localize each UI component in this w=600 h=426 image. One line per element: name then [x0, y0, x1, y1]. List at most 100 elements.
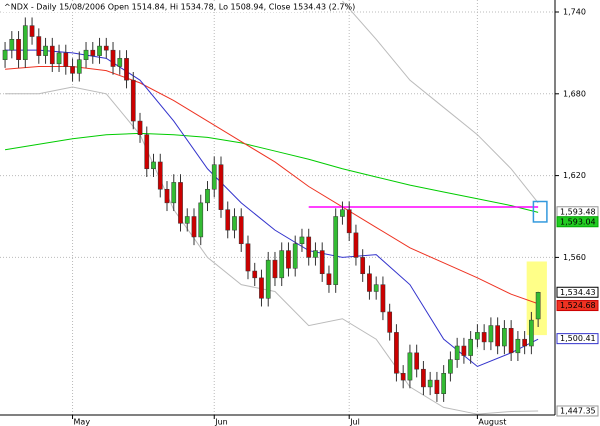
- candle-body: [481, 332, 487, 343]
- candle-body: [475, 332, 480, 340]
- moving-average: [5, 49, 539, 368]
- candle-body: [29, 25, 35, 37]
- price-label: 1,447.35: [560, 406, 596, 415]
- candle-body: [252, 270, 258, 279]
- price-label-box: [556, 333, 599, 345]
- candle-body: [2, 49, 8, 60]
- candle-body: [306, 236, 312, 258]
- candle-body: [63, 52, 69, 67]
- price-label: 1,593.04: [560, 217, 596, 226]
- price-label-box: [556, 300, 599, 312]
- candle-body: [502, 328, 507, 347]
- candle-body: [56, 52, 62, 65]
- candle-body: [171, 182, 177, 204]
- candle-body: [360, 257, 366, 275]
- moving-average: [5, 66, 539, 305]
- candle-body: [211, 164, 217, 190]
- chart-title: ^NDX - Daily 15/08/2006 Open 1514.84, Hi…: [4, 3, 355, 12]
- candle-body: [70, 66, 75, 74]
- candle-body: [346, 209, 352, 234]
- candle-body: [198, 202, 204, 238]
- candle-body: [529, 319, 534, 347]
- candle-body: [36, 36, 42, 56]
- candle-body: [313, 250, 318, 258]
- candle-body: [76, 59, 82, 74]
- candle-body: [407, 352, 413, 381]
- candle-body: [137, 120, 143, 135]
- candle-body: [434, 379, 440, 394]
- candle-body: [319, 250, 325, 275]
- price-label: 1,534.43: [560, 288, 596, 297]
- candle-body: [184, 216, 190, 224]
- candle-body: [353, 232, 359, 258]
- candle-body: [292, 243, 298, 269]
- price-label: 1,593.48: [560, 207, 596, 216]
- candle-body: [461, 345, 467, 356]
- candle-body: [373, 284, 379, 292]
- candle-body: [427, 379, 433, 388]
- candle-body: [191, 216, 197, 238]
- candle-body: [16, 39, 21, 60]
- price-label: 1,524.68: [560, 301, 596, 310]
- title-bg: [2, 1, 302, 12]
- candle-body: [441, 373, 447, 394]
- candle-body: [272, 259, 278, 279]
- candle-body: [380, 284, 386, 313]
- candle-body: [333, 216, 339, 285]
- candle-body: [238, 216, 244, 245]
- candle-body: [151, 161, 156, 170]
- candle-body: [117, 58, 123, 67]
- candle-body: [488, 325, 494, 343]
- y-tick-label: 1,560: [563, 253, 586, 262]
- candle-body: [340, 209, 345, 217]
- price-label-box: [556, 405, 599, 417]
- candle-body: [367, 273, 372, 292]
- candle-body: [522, 338, 527, 347]
- candle-body: [205, 188, 210, 204]
- candle-body: [414, 352, 420, 370]
- candle-body: [421, 368, 426, 388]
- candle-body: [83, 49, 89, 60]
- candle-body: [508, 328, 514, 354]
- candle-body: [265, 259, 271, 299]
- candle-body: [286, 250, 291, 269]
- x-tick-label: May: [74, 418, 91, 426]
- candle-body: [245, 243, 251, 272]
- candle-body: [225, 209, 231, 231]
- candle-body: [144, 134, 150, 170]
- candle-body: [130, 79, 136, 122]
- candle-body: [90, 49, 96, 56]
- candle-body: [43, 45, 48, 56]
- candle-body: [326, 273, 332, 285]
- candle-body: [164, 188, 170, 204]
- marker-box: [532, 200, 548, 223]
- price-label: 1,500.41: [560, 334, 596, 343]
- candle-body: [22, 25, 28, 60]
- candle-body: [232, 216, 237, 231]
- candle-body: [157, 161, 163, 190]
- candle-body: [468, 338, 474, 356]
- x-tick-label: August: [478, 418, 506, 426]
- y-tick-label: 1,740: [563, 7, 586, 16]
- price-label-box: [556, 286, 599, 298]
- candle-body: [259, 277, 264, 299]
- candle-body: [454, 345, 460, 360]
- candle-body: [394, 332, 399, 374]
- price-label-box: [556, 216, 599, 228]
- plot: [0, 0, 555, 415]
- candle-body: [279, 250, 285, 279]
- x-tick-label: Jun: [214, 418, 228, 426]
- candle-body: [448, 359, 453, 374]
- candle-body: [124, 58, 129, 81]
- candle-body: [103, 45, 109, 51]
- moving-average: [5, 86, 539, 415]
- candle-body: [515, 338, 521, 354]
- candle-body: [535, 292, 541, 320]
- y-tick-label: 1,620: [563, 171, 586, 180]
- candle-body: [110, 49, 116, 67]
- moving-average: [4, 132, 539, 213]
- candle-body: [49, 45, 55, 65]
- candle-body: [400, 373, 406, 381]
- candle-body: [178, 182, 183, 224]
